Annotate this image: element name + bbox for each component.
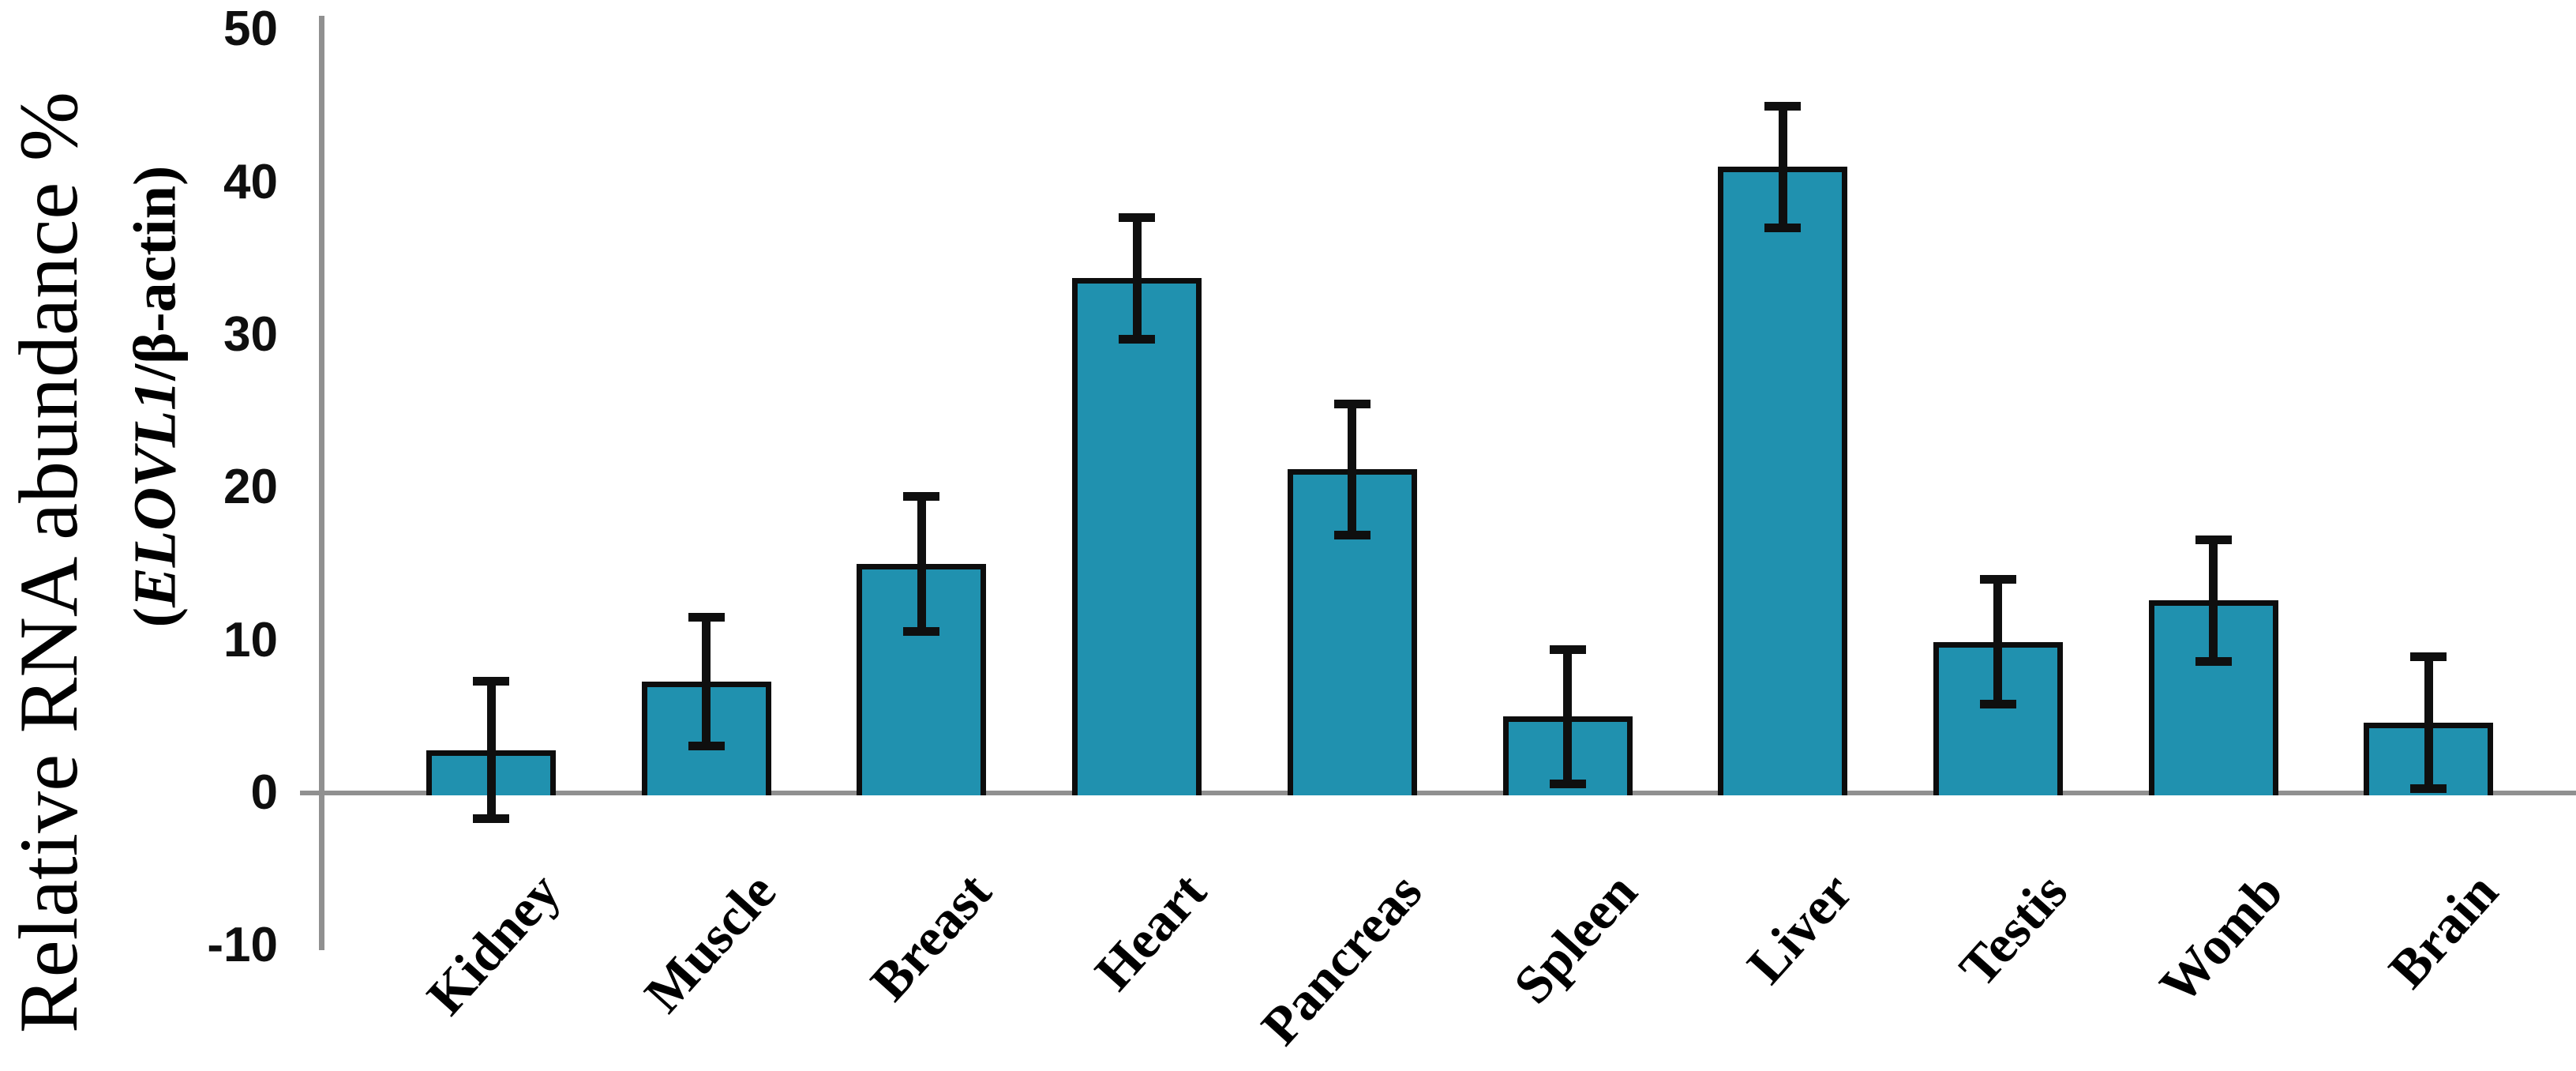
x-axis-baseline: [319, 791, 2576, 795]
x-label-pancreas: Pancreas: [1249, 861, 1434, 1057]
bar-heart: [1072, 278, 1202, 795]
x-label-muscle: Muscle: [632, 861, 787, 1024]
error-bar: [1132, 217, 1142, 340]
error-bar-cap-top: [1333, 399, 1370, 408]
error-bar-cap-bottom: [688, 741, 725, 750]
x-label-testis: Testis: [1948, 861, 2079, 998]
error-bar-cap-top: [1549, 644, 1586, 654]
y-tick-label: 50: [223, 2, 278, 57]
error-bar: [1348, 404, 1357, 536]
error-bar-cap-bottom: [903, 626, 940, 636]
error-bar: [1993, 579, 2003, 705]
y-tick-label: 30: [223, 307, 278, 362]
y-axis-title: Relative RNA abundance %: [2, 91, 95, 1034]
bar-liver: [1718, 167, 1848, 795]
y-tick-label: -10: [207, 918, 278, 973]
error-bar-cap-top: [2195, 535, 2232, 544]
x-label-womb: Womb: [2147, 861, 2294, 1015]
y-tick-label: 10: [223, 612, 278, 667]
error-bar-cap-bottom: [1979, 700, 2016, 709]
y-tick-label: 40: [223, 154, 278, 209]
y-axis-subtitle: (ELOVL1/β-actin): [122, 166, 190, 628]
error-bar: [702, 617, 711, 746]
zero-tick-mark: [300, 791, 319, 795]
x-label-breast: Breast: [858, 861, 1003, 1012]
error-bar-cap-top: [2410, 652, 2447, 662]
error-bar-cap-bottom: [473, 814, 509, 824]
error-bar-cap-bottom: [1333, 530, 1370, 539]
error-bar: [2424, 656, 2433, 789]
error-bar-cap-bottom: [1764, 224, 1802, 233]
error-bar-cap-top: [473, 677, 509, 686]
error-bar: [2209, 539, 2218, 662]
error-bar-cap-top: [1979, 574, 2016, 584]
error-bar-cap-bottom: [2410, 784, 2447, 793]
error-bar: [1778, 106, 1787, 228]
x-label-heart: Heart: [1083, 861, 1218, 1001]
x-label-brain: Brain: [2376, 861, 2510, 1000]
error-bar-cap-top: [1119, 212, 1156, 222]
error-bar: [486, 681, 496, 819]
error-bar-cap-bottom: [1549, 779, 1586, 788]
y-tick-label: 20: [223, 460, 278, 515]
error-bar-cap-top: [688, 613, 725, 622]
x-label-spleen: Spleen: [1502, 861, 1648, 1015]
x-label-liver: Liver: [1734, 861, 1864, 995]
error-bar-cap-bottom: [1119, 335, 1156, 344]
error-bar: [1563, 649, 1572, 784]
error-bar-cap-top: [903, 492, 940, 502]
bar-womb: [2148, 600, 2278, 795]
error-bar-cap-top: [1764, 101, 1802, 111]
x-label-kidney: Kidney: [415, 861, 572, 1026]
y-tick-label: 0: [250, 765, 278, 820]
error-bar-cap-bottom: [2195, 657, 2232, 667]
y-axis-line: [319, 16, 324, 950]
error-bar: [917, 496, 926, 632]
